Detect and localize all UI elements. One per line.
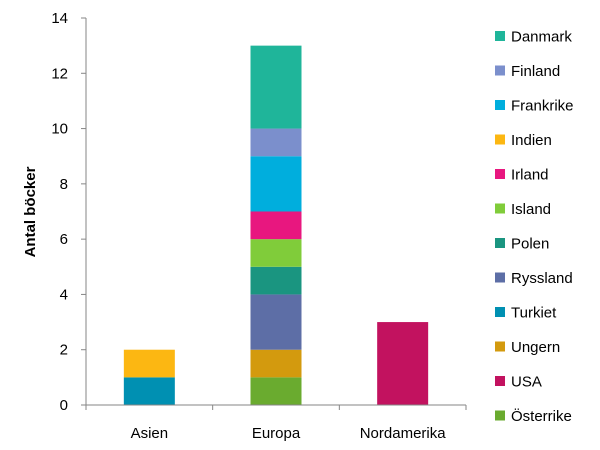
legend-label: Indien — [511, 132, 552, 149]
legend-label: Turkiet — [511, 305, 557, 322]
bar-segment — [250, 128, 302, 157]
legend-swatch — [495, 307, 505, 317]
y-tick-label: 8 — [60, 176, 68, 193]
legend-swatch — [495, 169, 505, 179]
y-tick-label: 2 — [60, 342, 68, 359]
y-tick-label: 4 — [60, 286, 68, 303]
legend-swatch — [495, 134, 505, 145]
y-tick-label: 12 — [51, 65, 68, 82]
legend-swatch — [495, 410, 505, 421]
legend-label: Finland — [511, 63, 560, 80]
legend-swatch — [495, 65, 505, 76]
bar-segment — [250, 211, 302, 240]
y-axis-ticks: 0 2 4 6 8 10 12 14 — [51, 10, 86, 414]
y-tick-label: 0 — [60, 397, 68, 414]
bar-segment — [377, 322, 429, 405]
legend-swatch — [495, 272, 505, 283]
legend-label: Ungern — [511, 339, 560, 356]
legend-swatch — [495, 341, 505, 352]
y-tick-label: 10 — [51, 121, 68, 138]
legend: Danmark Finland Frankrike Indien Irland Islan… — [495, 29, 574, 425]
axes — [85, 18, 467, 410]
legend-label: Ryssland — [511, 270, 573, 287]
y-axis-title: Antal böcker — [22, 166, 39, 257]
bars — [123, 45, 429, 405]
bar-segment — [250, 239, 302, 267]
legend-label: Polen — [511, 236, 549, 253]
legend-label: Frankrike — [511, 98, 574, 115]
bar-segment — [250, 377, 302, 405]
legend-label: Island — [511, 201, 551, 218]
category-labels: Asien Europa Nordamerika — [131, 425, 447, 442]
bar-segment — [250, 156, 302, 212]
legend-swatch — [495, 100, 505, 110]
legend-label: Danmark — [511, 29, 572, 46]
y-tick-label: 14 — [51, 10, 68, 27]
legend-label: Irland — [511, 167, 549, 184]
y-tick-label: 6 — [60, 231, 68, 248]
bar-segment — [250, 45, 302, 129]
category-label: Nordamerika — [360, 425, 447, 442]
legend-label: Österrike — [511, 407, 572, 425]
bar-segment — [250, 266, 302, 295]
bar-segment — [250, 294, 302, 350]
legend-swatch — [495, 203, 505, 214]
legend-label: USA — [511, 374, 542, 391]
category-label: Asien — [131, 425, 169, 442]
legend-swatch — [495, 31, 505, 41]
bar-segment — [123, 349, 175, 378]
legend-swatch — [495, 238, 505, 248]
legend-swatch — [495, 376, 505, 386]
category-label: Europa — [252, 425, 301, 442]
bar-segment — [123, 377, 175, 405]
bar-segment — [250, 349, 302, 378]
